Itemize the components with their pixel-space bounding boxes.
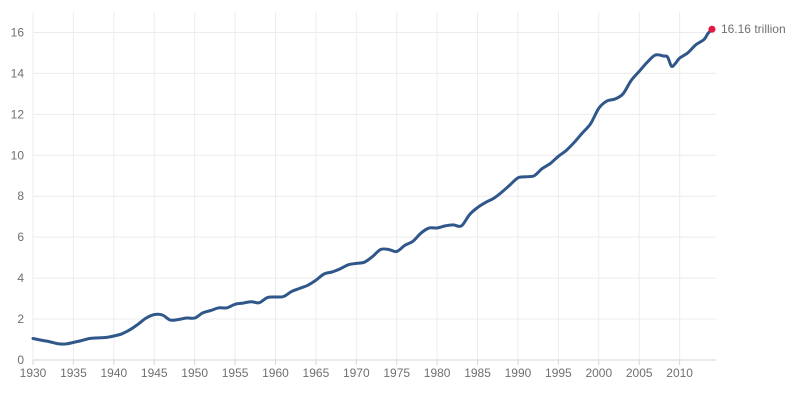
- x-tick-label: 1930: [20, 366, 47, 380]
- y-tick-label: 8: [17, 189, 24, 203]
- end-marker: [708, 25, 716, 33]
- y-tick-label: 16: [11, 25, 25, 39]
- y-tick-label: 4: [17, 271, 24, 285]
- x-tick-label: 2010: [666, 366, 693, 380]
- y-tick-label: 0: [17, 353, 24, 367]
- x-tick-label: 1965: [303, 366, 330, 380]
- x-tick-label: 1970: [343, 366, 370, 380]
- y-tick-label: 2: [17, 312, 24, 326]
- x-tick-label: 1935: [60, 366, 87, 380]
- x-tick-label: 1980: [424, 366, 451, 380]
- x-tick-label: 1950: [181, 366, 208, 380]
- x-tick-label: 1945: [141, 366, 168, 380]
- end-value-label: 16.16 trillion: [721, 22, 786, 36]
- x-tick-label: 1960: [262, 366, 289, 380]
- x-tick-label: 1940: [100, 366, 127, 380]
- y-tick-label: 14: [11, 66, 25, 80]
- y-axis: 0 2 4 6 8 10 12 14 16: [11, 25, 25, 367]
- x-tick-label: 1985: [464, 366, 491, 380]
- x-tick-label: 1975: [383, 366, 410, 380]
- y-tick-label: 12: [11, 107, 25, 121]
- x-tick-label: 2005: [626, 366, 653, 380]
- x-tick-label: 1995: [545, 366, 572, 380]
- y-tick-label: 10: [11, 148, 25, 162]
- x-tick-label: 1990: [505, 366, 532, 380]
- series-line: [31, 27, 714, 346]
- y-tick-label: 6: [17, 230, 24, 244]
- x-tick-label: 1955: [222, 366, 249, 380]
- x-axis: 1930 1935 1940 1945 1950 1955 1960 1965 1970 1975…: [20, 359, 716, 380]
- x-tick-label: 2000: [585, 366, 612, 380]
- grid: [32, 12, 716, 360]
